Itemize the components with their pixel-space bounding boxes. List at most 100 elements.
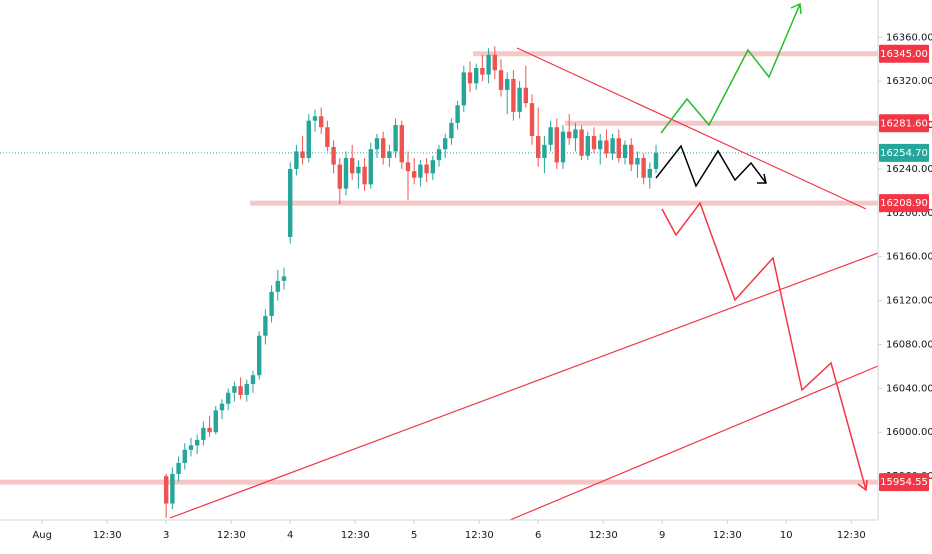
x-tick-label: 12:30	[217, 530, 246, 541]
candle-body	[287, 168, 293, 237]
price-label: 16254.70	[880, 148, 928, 159]
y-tick-label: 16360.00	[886, 32, 932, 43]
candle-body	[604, 140, 609, 154]
candle-body	[474, 68, 479, 84]
candle-body	[312, 116, 318, 121]
y-tick-label: 16040.00	[886, 383, 932, 394]
candle-body	[411, 171, 417, 178]
candle-body	[337, 164, 342, 189]
candle-body	[325, 127, 330, 148]
candle-body	[194, 439, 200, 446]
candle-body	[294, 151, 299, 169]
range-path	[655, 144, 767, 188]
arrow-head	[857, 479, 868, 492]
candle-body	[380, 138, 386, 158]
candle-body	[480, 68, 485, 75]
arrow-head	[757, 173, 767, 184]
bull-path	[660, 3, 801, 134]
candle-body	[182, 449, 187, 463]
candle-body	[486, 54, 491, 75]
y-tick-label: 16200.00	[886, 208, 932, 219]
candle-body	[443, 138, 448, 150]
candle-body	[548, 127, 553, 145]
candle-body	[176, 462, 181, 474]
x-tick-label: 12:30	[713, 530, 742, 541]
price-label: 16281.60	[880, 118, 928, 129]
candle-body	[418, 164, 423, 178]
candle-body	[269, 291, 274, 316]
y-tick-label: 16000.00	[886, 427, 932, 438]
x-tick-label: Aug	[32, 530, 52, 541]
price-axis	[878, 0, 932, 550]
candle-body	[536, 136, 541, 158]
x-tick-label: 4	[287, 530, 293, 541]
candle-body	[256, 335, 262, 376]
x-tick-label: 12:30	[589, 530, 618, 541]
candle-body	[188, 445, 194, 450]
candle-body	[517, 87, 522, 112]
candle-body	[505, 78, 510, 90]
candle-body	[343, 157, 349, 189]
y-tick-label: 16160.00	[886, 252, 932, 263]
price-label-box	[879, 44, 929, 63]
channel-line	[169, 252, 879, 519]
candle-body	[201, 427, 206, 440]
candle-body	[591, 136, 597, 150]
x-tick-label: 12:30	[465, 530, 494, 541]
price-label: 15954.55	[880, 477, 928, 488]
candle-body	[585, 136, 591, 156]
y-tick-label: 16320.00	[886, 76, 932, 87]
candle-body	[616, 138, 622, 158]
candle-body	[629, 144, 634, 165]
candle-body	[436, 149, 442, 161]
price-label-box	[879, 143, 929, 162]
arrow-head	[790, 2, 802, 15]
price-label-box	[879, 473, 929, 492]
bear-path	[661, 201, 867, 491]
candle-body	[492, 54, 498, 71]
x-tick-label: 12:30	[341, 530, 370, 541]
candle-body	[281, 276, 287, 281]
candle-body	[244, 383, 249, 395]
candle-body	[579, 129, 584, 156]
candle-body	[393, 125, 398, 152]
candle-body	[653, 152, 659, 169]
candle-body	[207, 427, 212, 433]
candle-body	[356, 166, 361, 174]
candle-body	[331, 147, 336, 165]
y-tick-label: 16240.00	[886, 164, 932, 175]
candle-body	[461, 72, 467, 106]
x-tick-label: 12:30	[93, 530, 122, 541]
candle-body	[399, 125, 404, 163]
candle-body	[349, 157, 355, 174]
candle-body	[567, 131, 572, 139]
candle-body	[300, 151, 305, 158]
candle-body	[529, 103, 535, 137]
candle-body	[232, 386, 237, 393]
candle-body	[498, 70, 504, 90]
candle-body	[598, 140, 603, 150]
candle-body	[449, 122, 454, 139]
candle-body	[362, 166, 367, 185]
candle-body	[622, 144, 628, 158]
candle-body	[554, 127, 560, 163]
candle-body	[238, 386, 243, 395]
candle-body	[511, 78, 516, 112]
candle-body	[219, 403, 225, 411]
price-label: 16345.00	[880, 49, 928, 60]
candle-body	[374, 138, 380, 150]
y-tick-label: 16080.00	[886, 339, 932, 350]
candle-body	[523, 87, 529, 104]
candle-body	[163, 476, 169, 504]
candle-body	[318, 116, 324, 128]
price-label-box	[879, 194, 929, 213]
x-tick-label: 5	[411, 530, 417, 541]
y-tick-label: 16120.00	[886, 296, 932, 307]
trend-line	[516, 47, 867, 210]
candle-body	[424, 164, 429, 174]
candle-body	[467, 72, 473, 84]
candle-body	[263, 315, 268, 336]
price-label-box	[879, 114, 929, 133]
candle-body	[225, 392, 231, 404]
